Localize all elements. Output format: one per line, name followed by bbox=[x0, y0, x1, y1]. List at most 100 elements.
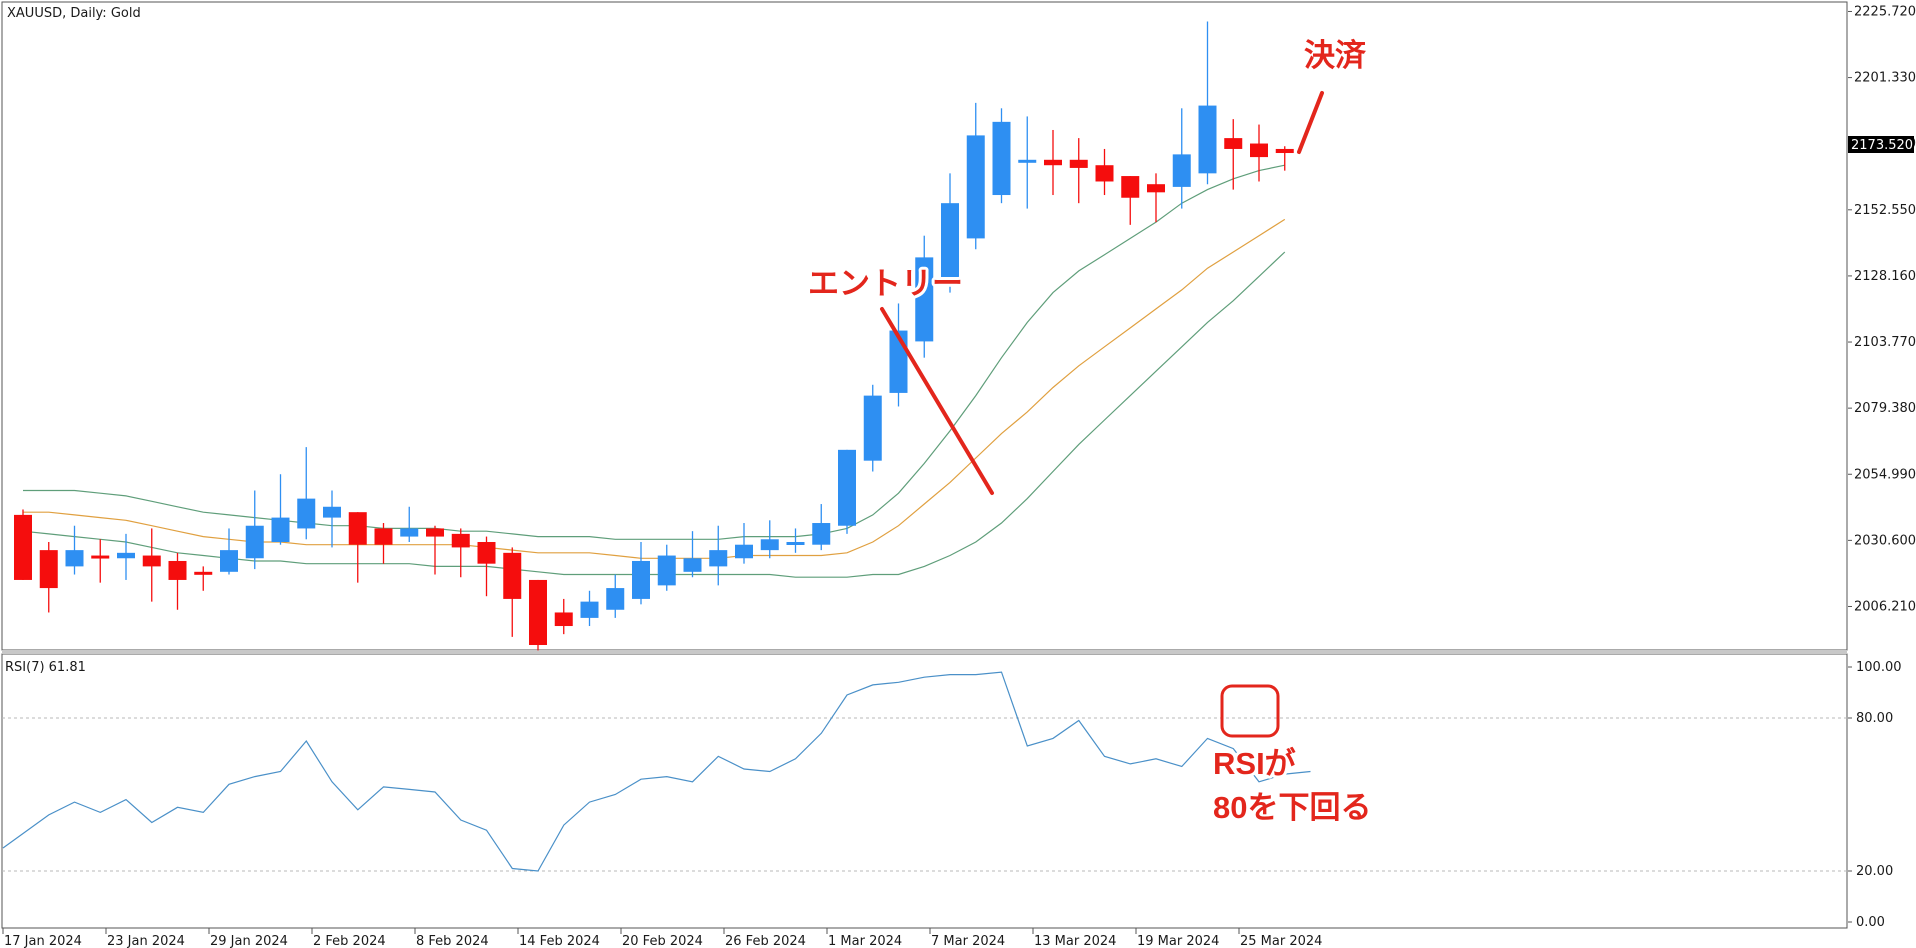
candle-body bbox=[1044, 159, 1062, 166]
price-tick-label: 2103.770 bbox=[1854, 335, 1916, 350]
rsi-tick-label: 0.00 bbox=[1856, 915, 1885, 930]
candle bbox=[1198, 21, 1217, 185]
rsi-highlight-box bbox=[1220, 684, 1280, 738]
candle-body bbox=[168, 560, 187, 580]
entry-label: エントリー bbox=[808, 266, 963, 301]
candle bbox=[245, 490, 264, 570]
entry-arrow bbox=[880, 307, 994, 495]
candle bbox=[91, 539, 110, 583]
candle-body bbox=[1147, 184, 1165, 193]
candle-body bbox=[117, 552, 135, 559]
candle-body bbox=[606, 588, 625, 610]
time-axis: 17 Jan 2024 23 Jan 2024 29 Jan 2024 2 Feb 2… bbox=[2, 928, 1322, 948]
candle bbox=[709, 525, 728, 586]
candle bbox=[1095, 148, 1114, 196]
candle bbox=[1147, 173, 1165, 223]
candle-body bbox=[91, 555, 110, 559]
candle-body bbox=[400, 528, 419, 537]
rsi-panel-frame bbox=[1, 653, 1848, 929]
candle bbox=[632, 541, 650, 605]
price-chart-title: XAUUSD, Daily: Gold bbox=[7, 6, 141, 21]
candle bbox=[606, 574, 625, 618]
candle-body bbox=[1198, 105, 1217, 174]
candle-body bbox=[683, 558, 702, 572]
time-tick-label: 23 Jan 2024 bbox=[107, 934, 185, 948]
candle-body bbox=[786, 541, 805, 545]
candle bbox=[1275, 146, 1294, 171]
rsi-axis: 100.00 80.00 20.00 0.00 bbox=[1848, 660, 1902, 930]
time-tick-label: 25 Mar 2024 bbox=[1240, 934, 1322, 948]
candle-body bbox=[14, 514, 32, 580]
candle-body bbox=[426, 528, 444, 537]
candle bbox=[39, 541, 58, 613]
candle bbox=[915, 235, 934, 358]
candle-body bbox=[1250, 143, 1268, 158]
rsi-tick-label: 80.00 bbox=[1856, 711, 1893, 726]
time-tick-label: 8 Feb 2024 bbox=[416, 934, 489, 948]
time-tick-label: 7 Mar 2024 bbox=[931, 934, 1005, 948]
candle bbox=[374, 523, 393, 564]
rsi-label-line1: RSIが bbox=[1213, 746, 1296, 781]
candle bbox=[297, 447, 316, 540]
band-upper-line bbox=[23, 164, 1285, 540]
candle-body bbox=[529, 579, 547, 645]
candle bbox=[400, 506, 419, 542]
candle-body bbox=[554, 612, 573, 627]
rsi-line bbox=[2, 671, 1311, 872]
time-tick-label: 29 Jan 2024 bbox=[210, 934, 288, 948]
price-tick-label: 2079.380 bbox=[1854, 401, 1916, 416]
panel-splitter[interactable] bbox=[2, 650, 1847, 654]
candle bbox=[1044, 129, 1062, 196]
candle-body bbox=[657, 555, 676, 586]
candle bbox=[838, 449, 856, 534]
candle bbox=[426, 525, 444, 575]
candle-body bbox=[941, 203, 959, 280]
candle-body bbox=[348, 512, 367, 545]
rsi-tick-label: 100.00 bbox=[1856, 660, 1902, 675]
exit-arrow bbox=[1297, 91, 1324, 154]
price-tick-label: 2006.210 bbox=[1854, 599, 1916, 614]
candle-body bbox=[503, 552, 522, 599]
candle-body bbox=[39, 550, 58, 589]
exit-label: 決済 bbox=[1304, 38, 1367, 73]
candle-body bbox=[220, 550, 238, 572]
candle bbox=[812, 504, 831, 551]
price-tick-label: 2030.600 bbox=[1854, 533, 1916, 548]
candle-body bbox=[374, 528, 393, 545]
candle bbox=[760, 520, 779, 559]
candle-body bbox=[1224, 138, 1243, 149]
candle-body bbox=[709, 550, 728, 567]
candle bbox=[941, 173, 959, 293]
candle bbox=[117, 533, 135, 580]
candle bbox=[271, 474, 290, 545]
time-tick-label: 13 Mar 2024 bbox=[1034, 934, 1116, 948]
price-tick-label: 2054.990 bbox=[1854, 467, 1916, 482]
candle bbox=[1018, 116, 1037, 209]
current-price-tag bbox=[1848, 136, 1914, 153]
candle-body bbox=[1018, 159, 1037, 163]
price-tick-label: 2128.160 bbox=[1854, 269, 1916, 284]
candle bbox=[477, 536, 496, 597]
rsi-line-group bbox=[2, 671, 1311, 872]
candle bbox=[14, 509, 32, 580]
candle-body bbox=[1121, 176, 1140, 198]
candle-body bbox=[863, 395, 882, 461]
rsi-title: RSI(7) 61.81 bbox=[5, 660, 86, 675]
candle bbox=[142, 528, 161, 602]
candle bbox=[683, 531, 702, 578]
candle-body bbox=[760, 539, 779, 551]
candle bbox=[1224, 119, 1243, 190]
candle-body bbox=[1069, 159, 1088, 168]
rsi-levels bbox=[2, 717, 1848, 872]
time-tick-label: 26 Feb 2024 bbox=[725, 934, 806, 948]
candle-body bbox=[245, 525, 264, 559]
candle bbox=[786, 528, 805, 553]
candle bbox=[554, 598, 573, 635]
rsi-tick-label: 20.00 bbox=[1856, 864, 1893, 879]
candle bbox=[503, 547, 522, 637]
candle-body bbox=[1275, 148, 1294, 154]
candle bbox=[992, 108, 1011, 204]
candle-body bbox=[194, 571, 213, 575]
